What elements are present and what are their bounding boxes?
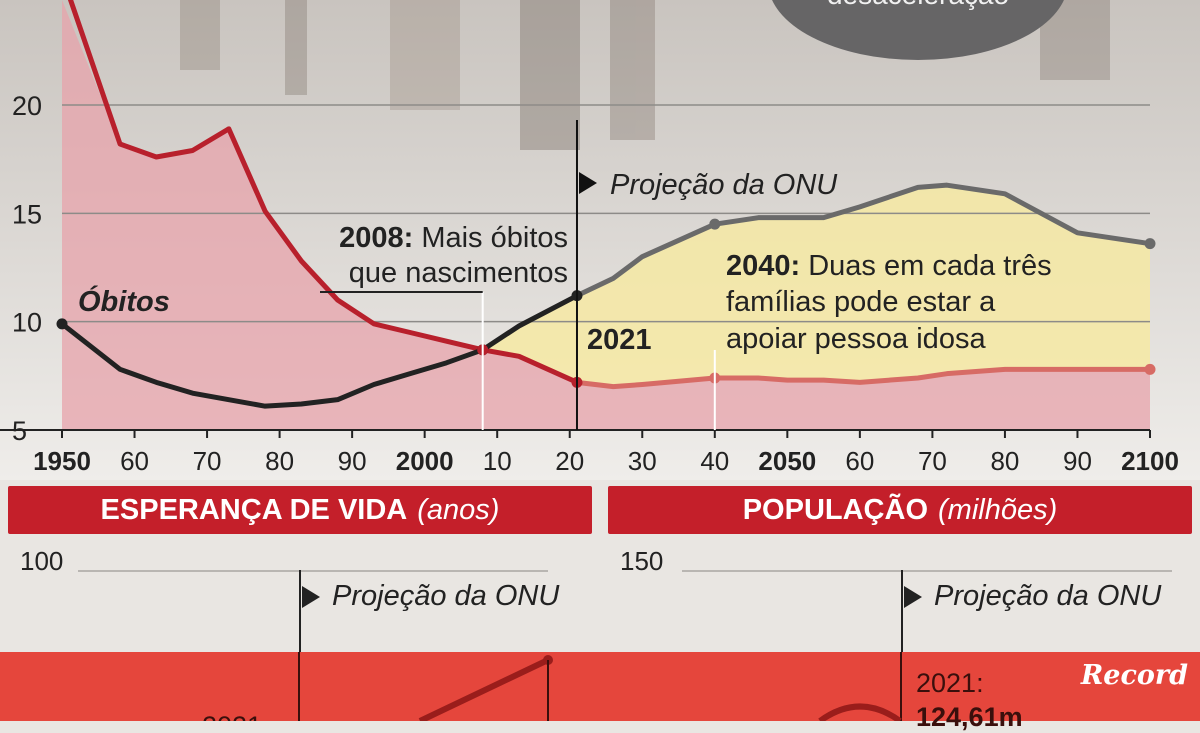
population-value-label: 124,61m (916, 702, 1023, 732)
photo-texture (180, 0, 1110, 150)
deaths-line-projection (575, 182, 1151, 298)
deaths-excess-area-fill (482, 185, 1150, 387)
x-tick-label: 30 (628, 446, 657, 476)
life-expectancy-projection: Projeção da ONU (302, 580, 559, 613)
x-tick-label: 60 (845, 446, 874, 476)
play-triangle-icon (578, 172, 597, 194)
life-expectancy-band: ESPERANÇA DE VIDA (anos) (8, 486, 592, 534)
deaths-point (56, 318, 68, 330)
y-tick-label: 20 (12, 91, 42, 121)
play-triangle-icon (302, 585, 320, 608)
axis-ticks: 5 10 15 20 1950 60 70 80 90 2000 10 20 30 40 2050 60 70 8… (12, 91, 1179, 476)
population-unit: (milhões) (938, 493, 1058, 526)
x-tick-label: 80 (265, 446, 294, 476)
annotation-2021-label: 2021 (587, 324, 652, 356)
main-chart: 5 10 15 20 1950 60 70 80 90 2000 10 20 30 40 2050 60 70 8… (0, 0, 1200, 480)
annotation-2008-text: Mais óbitos (421, 222, 568, 254)
deaths-point (709, 218, 721, 230)
life-expectancy-line (418, 657, 550, 721)
population-year-label: 2021: (916, 668, 984, 698)
x-tick-label: 2000 (396, 446, 454, 476)
annotation-2040-text: Duas em cada três (808, 250, 1051, 282)
bottom-strip-marks: 2021 (202, 652, 902, 721)
x-tick-label: 80 (990, 446, 1019, 476)
life-expectancy-projection-line (299, 570, 301, 660)
projection-label: Projeção da ONU (610, 169, 838, 201)
population-title: POPULAÇÃO (742, 493, 929, 526)
annotation-2008-line1: 2008: Mais óbitos (339, 222, 568, 254)
births-line-projection (576, 366, 1150, 390)
x-tick-label: 2050 (758, 446, 816, 476)
x-tick-label: 90 (338, 446, 367, 476)
deaths-line-historical (60, 293, 579, 409)
life-expectancy-title: ESPERANÇA DE VIDA (100, 493, 408, 526)
annotation-2040-line2: famílias pode estar a (726, 286, 996, 318)
gridlines (0, 104, 1150, 431)
deaths-point (1144, 238, 1156, 250)
annotation-2040-line1: 2040: Duas em cada três (726, 250, 1052, 282)
deaths-series-label: Óbitos (78, 284, 170, 318)
top-bubble-text: desaceleração (827, 0, 1009, 10)
x-tick-label: 70 (193, 446, 222, 476)
life-expectancy-tick-100: 100 (20, 546, 64, 576)
population-band: POPULAÇÃO (milhões) (608, 486, 1192, 534)
life-expectancy-unit: (anos) (417, 493, 500, 526)
x-tick-label: 60 (120, 446, 149, 476)
births-line-historical (67, 0, 579, 385)
annotation-2008-bold: 2008: (339, 222, 421, 254)
annotation-2040-line3: apoiar pessoa idosa (726, 323, 986, 355)
y-tick-label: 15 (12, 199, 42, 229)
x-tick-label: 90 (1063, 446, 1092, 476)
population-curve (818, 703, 902, 721)
x-tick-label: 2100 (1121, 446, 1179, 476)
y-tick-label: 5 (12, 416, 27, 446)
x-tick-label: 1950 (33, 446, 91, 476)
top-bubble: desaceleração (772, 0, 1064, 60)
x-tick-label: 10 (483, 446, 512, 476)
x-tick-label: 40 (700, 446, 729, 476)
annotation-2040-bold: 2040: (726, 250, 808, 282)
population-projection: Projeção da ONU (904, 580, 1161, 613)
population-panel: 150 Projeção da ONU (600, 540, 1200, 660)
area-fills (62, 0, 1150, 430)
series-lines (56, 0, 1156, 409)
x-tick-label: 70 (918, 446, 947, 476)
play-triangle-icon (904, 585, 922, 608)
life-expectancy-projection-label: Projeção da ONU (332, 580, 560, 612)
y-tick-label: 10 (12, 308, 42, 338)
births-point (1144, 363, 1156, 375)
population-gridline (682, 570, 1172, 572)
population-tick-150: 150 (620, 546, 664, 576)
annotation-2008-line2: que nascimentos (349, 257, 568, 289)
x-tick-label: 20 (555, 446, 584, 476)
population-projection-label: Projeção da ONU (934, 580, 1162, 612)
life-expectancy-panel: 100 Projeção da ONU (0, 540, 600, 660)
bottom-chart-strip: 2021 (0, 652, 1200, 721)
births-area-fill (62, 0, 1150, 430)
life-expectancy-gridline (78, 570, 548, 572)
life-expectancy-cut-label: 2021 (202, 711, 262, 721)
record-logo: Record (1080, 660, 1188, 691)
population-projection-line (901, 570, 903, 660)
